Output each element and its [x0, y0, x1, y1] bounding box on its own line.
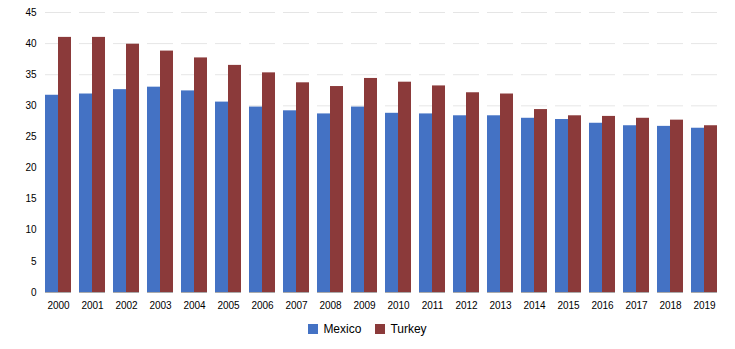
- svg-text:2010: 2010: [387, 300, 410, 311]
- svg-text:2008: 2008: [319, 300, 342, 311]
- svg-text:20: 20: [25, 162, 37, 173]
- svg-text:2000: 2000: [47, 300, 70, 311]
- svg-text:2019: 2019: [693, 300, 716, 311]
- svg-text:0: 0: [31, 287, 37, 298]
- svg-text:2001: 2001: [81, 300, 104, 311]
- svg-text:15: 15: [25, 193, 37, 204]
- svg-text:2003: 2003: [149, 300, 172, 311]
- html-text:Mexico: Mexico: [323, 322, 362, 336]
- svg-text:25: 25: [25, 131, 37, 142]
- svg-text:2009: 2009: [353, 300, 376, 311]
- svg-text:2006: 2006: [251, 300, 274, 311]
- svg-text:2015: 2015: [557, 300, 580, 311]
- svg-text:2002: 2002: [115, 300, 138, 311]
- svg-text:45: 45: [25, 7, 37, 18]
- svg-text:2004: 2004: [183, 300, 206, 311]
- svg-text:5: 5: [31, 256, 37, 267]
- svg-text:2005: 2005: [217, 300, 240, 311]
- svg-text:2013: 2013: [489, 300, 512, 311]
- html-text:Turkey: Turkey: [390, 322, 427, 336]
- svg-text:2017: 2017: [625, 300, 648, 311]
- svg-text:2012: 2012: [455, 300, 478, 311]
- svg-text:2018: 2018: [659, 300, 682, 311]
- svg-text:2014: 2014: [523, 300, 546, 311]
- svg-text:2016: 2016: [591, 300, 614, 311]
- svg-text:30: 30: [25, 100, 37, 111]
- svg-text:2011: 2011: [422, 300, 444, 311]
- svg-text:40: 40: [25, 38, 37, 49]
- svg-text:2007: 2007: [285, 300, 308, 311]
- svg-text:35: 35: [25, 69, 37, 80]
- svg-text:10: 10: [25, 224, 37, 235]
